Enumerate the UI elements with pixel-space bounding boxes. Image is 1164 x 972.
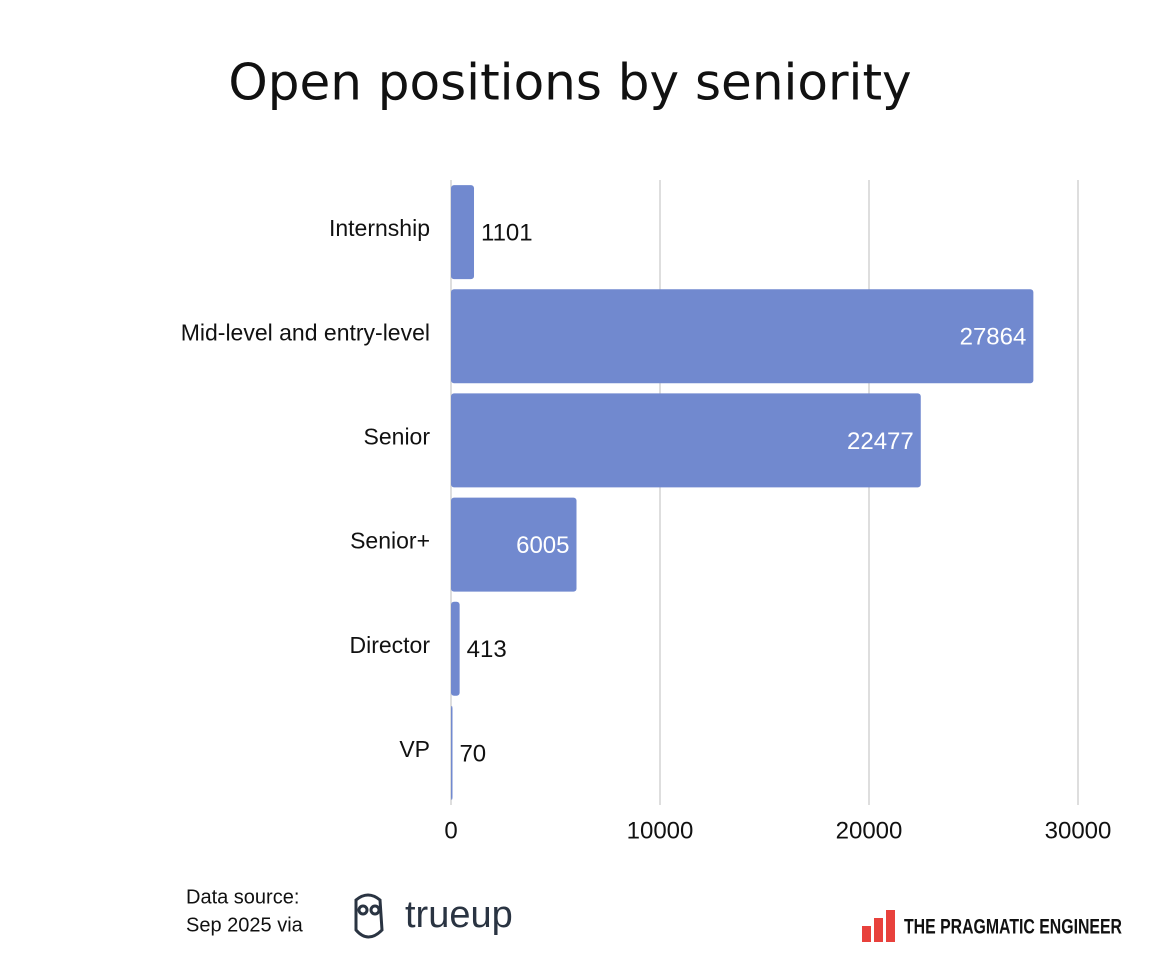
y-tick-label: Internship [329, 215, 430, 241]
bar [451, 705, 453, 800]
bar [451, 185, 475, 280]
chart-title: Open positions by seniority [228, 54, 911, 112]
value-label: 413 [467, 636, 507, 663]
x-tick-label: 0 [444, 817, 457, 844]
value-label: 22477 [847, 428, 914, 455]
y-tick-label: Mid-level and entry-level [181, 319, 430, 345]
bar [451, 393, 921, 488]
bar [451, 601, 460, 696]
x-tick-label: 30000 [1045, 817, 1112, 844]
value-label: 70 [459, 740, 486, 767]
brand-icon [862, 910, 895, 942]
source-logo: trueup [405, 894, 513, 936]
owl-icon [354, 893, 384, 939]
value-label: 6005 [516, 532, 569, 559]
y-tick-label: Director [349, 632, 430, 658]
bar [451, 497, 577, 592]
brand: THE PRAGMATIC ENGINEER [904, 916, 1122, 939]
source-line: Data source: [186, 886, 299, 908]
bar [451, 289, 1034, 384]
source-line: Sep 2025 via [186, 914, 304, 936]
value-label: 1101 [481, 219, 533, 246]
y-tick-label: VP [399, 736, 430, 762]
value-label: 27864 [960, 324, 1027, 351]
y-tick-label: Senior+ [350, 528, 430, 554]
x-tick-label: 20000 [836, 817, 903, 844]
x-tick-label: 10000 [627, 817, 694, 844]
y-tick-label: Senior [364, 423, 431, 449]
